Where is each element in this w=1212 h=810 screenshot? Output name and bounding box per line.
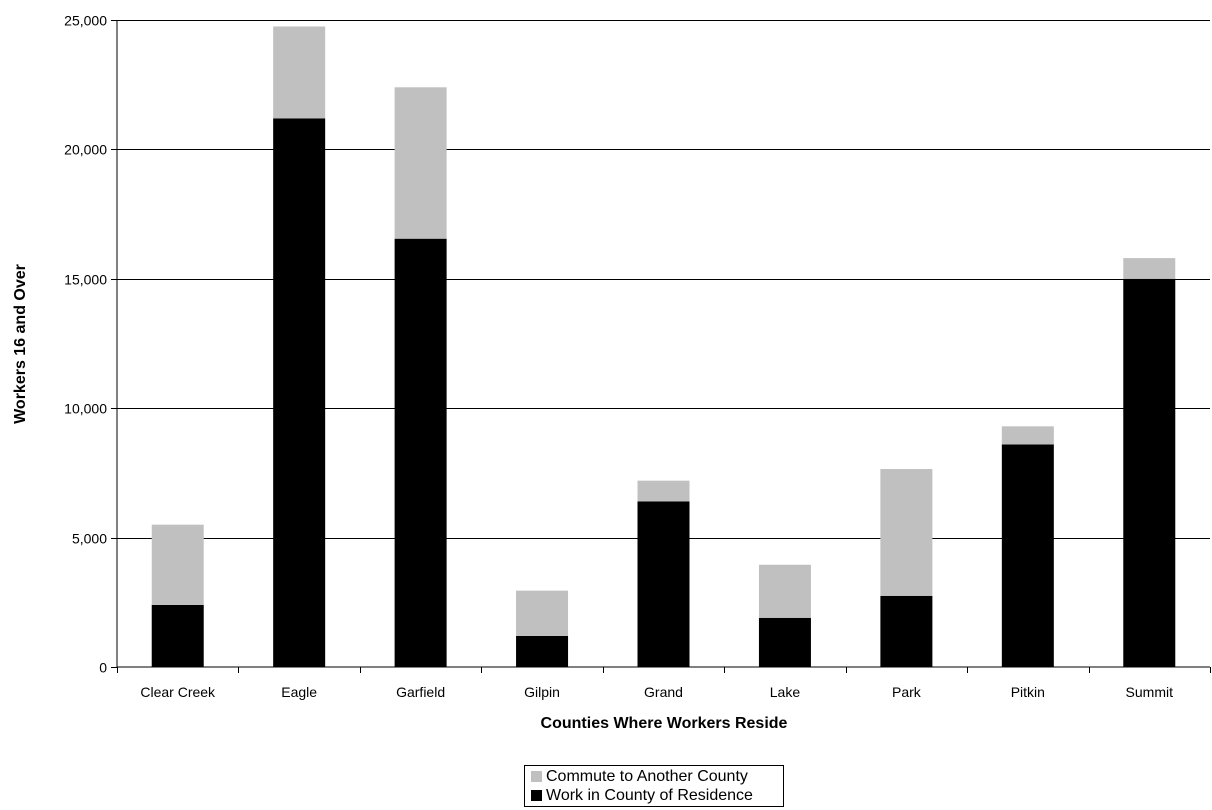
y-tick-label: 25,000 [64,13,107,29]
y-tick-label: 10,000 [64,401,107,417]
axes [116,20,1210,668]
bar-commute [394,87,447,239]
legend-label-work-in-county: Work in County of Residence [546,786,753,804]
bar-commute [758,564,811,618]
y-tick-label: 0 [99,660,107,676]
y-tick-label: 20,000 [64,142,107,158]
x-tick-label: Grand [644,684,683,700]
bar-commute [273,26,326,119]
bar-work-in-county [880,595,933,667]
y-tick-label: 5,000 [72,531,107,547]
x-tick-label: Lake [770,684,801,700]
x-tick-label: Garfield [396,684,445,700]
legend-swatch-commute [531,771,542,782]
bar-work-in-county [516,635,569,667]
bars [151,26,1176,668]
bar-work-in-county [151,604,204,667]
x-tick-label: Gilpin [524,684,560,700]
x-tick-label: Clear Creek [140,684,216,700]
x-axis-title: Counties Where Workers Reside [541,715,788,732]
y-tick-label: 15,000 [64,272,107,288]
bar-work-in-county [394,238,447,667]
legend-label-commute: Commute to Another County [546,767,748,785]
y-axis-title: Workers 16 and Over [12,264,29,424]
stacked-bar-chart: 0 5,000 10,000 15,000 20,000 25,000 Clear Cree… [12,13,1211,732]
bar-commute [151,524,204,605]
bar-commute [637,480,690,502]
x-tick-label: Pitkin [1011,684,1045,700]
legend: Commute to Another County Work in County… [524,765,784,807]
legend-item-work-in-county: Work in County of Residence [531,786,783,805]
bar-work-in-county [1001,444,1054,667]
bar-work-in-county [273,118,326,668]
legend-item-commute: Commute to Another County [531,767,783,786]
bar-work-in-county [637,501,690,667]
bar-commute [1123,258,1176,279]
bar-commute [1001,426,1054,445]
bar-commute [880,469,933,596]
x-tick-label: Park [892,684,922,700]
x-tick-label: Summit [1126,684,1174,700]
legend-swatch-work-in-county [531,790,542,801]
x-tick-label: Eagle [281,684,317,700]
tick-labels: 0 5,000 10,000 15,000 20,000 25,000 Clear Cree… [64,13,1211,700]
bar-commute [516,590,569,636]
bar-work-in-county [758,617,811,667]
bar-work-in-county [1123,278,1176,667]
